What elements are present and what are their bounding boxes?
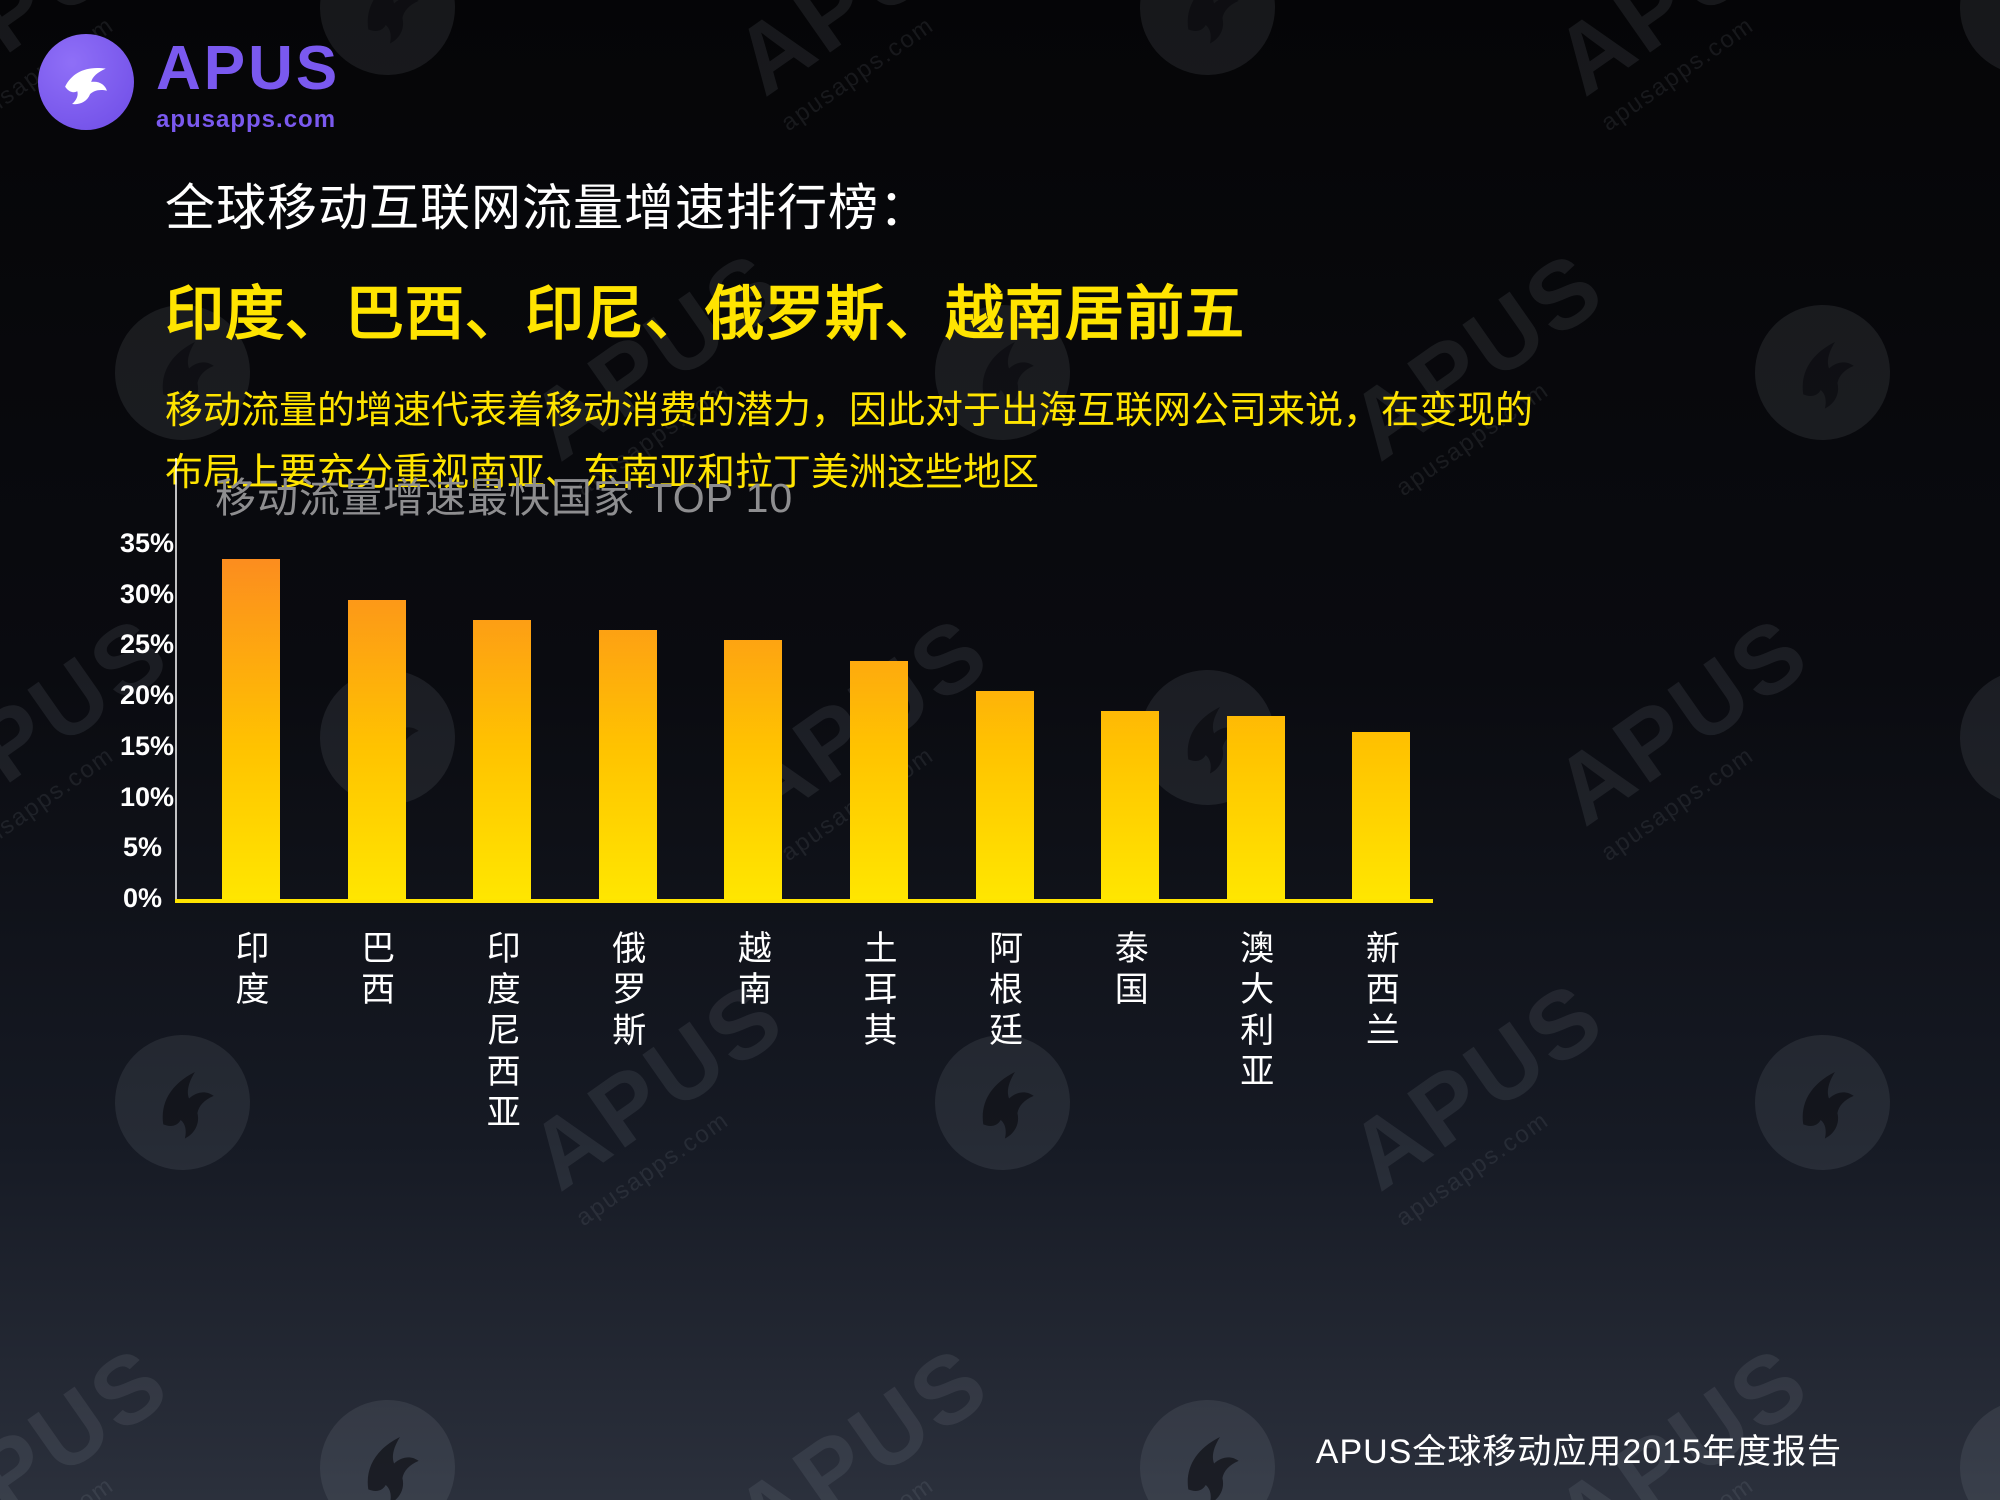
swallow-bird-icon bbox=[1992, 1435, 2000, 1500]
watermark-logo bbox=[1113, 0, 1302, 102]
report-caption: APUS全球移动应用2015年度报告 bbox=[1315, 1433, 1842, 1471]
swallow-bird-icon bbox=[1992, 0, 2000, 50]
bar-chart: 移动流量增速最快国家 TOP 10 印度 巴西 印度尼西亚 俄罗斯 越南 土耳其 阿根廷 泰国… bbox=[120, 452, 1580, 1252]
x-axis-label: 印度 bbox=[230, 930, 268, 1012]
y-axis-tick: 30% bbox=[120, 578, 175, 609]
bar-土耳其 bbox=[850, 660, 908, 899]
x-axis-label: 俄罗斯 bbox=[606, 930, 645, 1053]
bar-新西兰 bbox=[1352, 731, 1411, 899]
page-title: 全球移动互联网流量增速排行榜： bbox=[165, 180, 930, 236]
watermark-apus-text: APUS bbox=[1535, 1325, 1829, 1500]
brand-name: APUS bbox=[156, 34, 341, 103]
bar-阿根廷 bbox=[975, 691, 1034, 899]
x-axis-label: 巴西 bbox=[355, 930, 394, 1012]
brand-text: APUS apusapps.com bbox=[156, 34, 340, 134]
description-line-1: 移动流量的增速代表着移动消费的潜力，因此对于出海互联网公司来说，在变现的 bbox=[165, 390, 1534, 432]
bar-俄罗斯 bbox=[598, 630, 657, 899]
y-axis-tick: 15% bbox=[120, 730, 175, 761]
swallow-bird-icon bbox=[1787, 1070, 1864, 1145]
watermark-apus-text: APUS bbox=[715, 0, 1008, 115]
watermark-logo bbox=[1113, 1373, 1302, 1500]
watermark-logo bbox=[1728, 1008, 1917, 1197]
bar-印度 bbox=[222, 559, 280, 899]
x-axis-label: 新西兰 bbox=[1360, 930, 1399, 1053]
x-axis-label: 越南 bbox=[732, 930, 771, 1012]
watermark-logo bbox=[1933, 0, 2000, 102]
headline: 印度、巴西、印尼、俄罗斯、越南居前五 bbox=[165, 281, 1246, 347]
watermark-logo bbox=[1933, 1373, 2000, 1500]
description-line-2: 布局上要充分重视南亚、东南亚和拉丁美洲这些地区 bbox=[165, 451, 1040, 494]
swallow-bird-icon bbox=[352, 0, 429, 50]
watermark-apus-text: APUS bbox=[715, 1325, 1009, 1500]
swallow-bird-icon bbox=[1787, 340, 1864, 415]
watermark-site-text: apusapps.com bbox=[1596, 11, 1760, 137]
y-axis-tick: 25% bbox=[120, 629, 175, 660]
swallow-bird-icon bbox=[352, 1435, 429, 1500]
bar-印度尼西亚 bbox=[473, 620, 532, 899]
bar-泰国 bbox=[1101, 711, 1160, 899]
watermark-site-text: apusapps.com bbox=[776, 11, 940, 137]
brand-domain: apusapps.com bbox=[156, 106, 337, 133]
bar-巴西 bbox=[347, 599, 406, 899]
x-axis-line bbox=[175, 899, 1433, 903]
brand-header: APUS apusapps.com bbox=[38, 34, 340, 134]
bar-澳大利亚 bbox=[1226, 716, 1285, 899]
y-axis-tick: 10% bbox=[120, 781, 175, 812]
x-axis-label: 土耳其 bbox=[858, 930, 896, 1053]
watermark-logo bbox=[1728, 278, 1917, 467]
title-block: 全球移动互联网流量增速排行榜： 印度、巴西、印尼、俄罗斯、越南居前五 移动流量的… bbox=[165, 168, 1533, 504]
watermark-site-text: apusapps.com bbox=[0, 1412, 204, 1500]
swallow-bird-icon bbox=[1172, 0, 1249, 50]
swallow-bird-icon bbox=[1992, 705, 2000, 780]
y-axis-tick: 5% bbox=[122, 832, 162, 863]
chart-title: 移动流量增速最快国家 TOP 10 bbox=[215, 475, 794, 521]
apus-logo bbox=[38, 34, 134, 130]
x-axis-label: 印度尼西亚 bbox=[481, 930, 520, 1135]
y-axis-tick: 20% bbox=[120, 680, 175, 711]
x-axis-label: 阿根廷 bbox=[983, 930, 1022, 1053]
swallow-bird-icon bbox=[1172, 1435, 1249, 1500]
y-axis-line bbox=[175, 458, 177, 901]
watermark-site-text: apusapps.com bbox=[776, 1412, 1024, 1500]
watermark-apus-text: APUS bbox=[0, 1325, 189, 1500]
watermark-apus-text: APUS bbox=[1535, 0, 1828, 115]
bar-越南 bbox=[724, 640, 783, 899]
watermark-logo bbox=[293, 1373, 482, 1500]
x-axis-label: 澳大利亚 bbox=[1234, 930, 1273, 1094]
watermark-apus-text: APUS bbox=[1535, 595, 1829, 846]
y-axis-tick: 0% bbox=[122, 883, 162, 913]
watermark-logo bbox=[1933, 643, 2000, 832]
x-axis-label: 泰国 bbox=[1109, 930, 1148, 1012]
y-axis-tick: 35% bbox=[120, 528, 175, 558]
watermark-site-text: apusapps.com bbox=[1596, 741, 1760, 867]
swallow-bird-icon bbox=[65, 68, 107, 105]
